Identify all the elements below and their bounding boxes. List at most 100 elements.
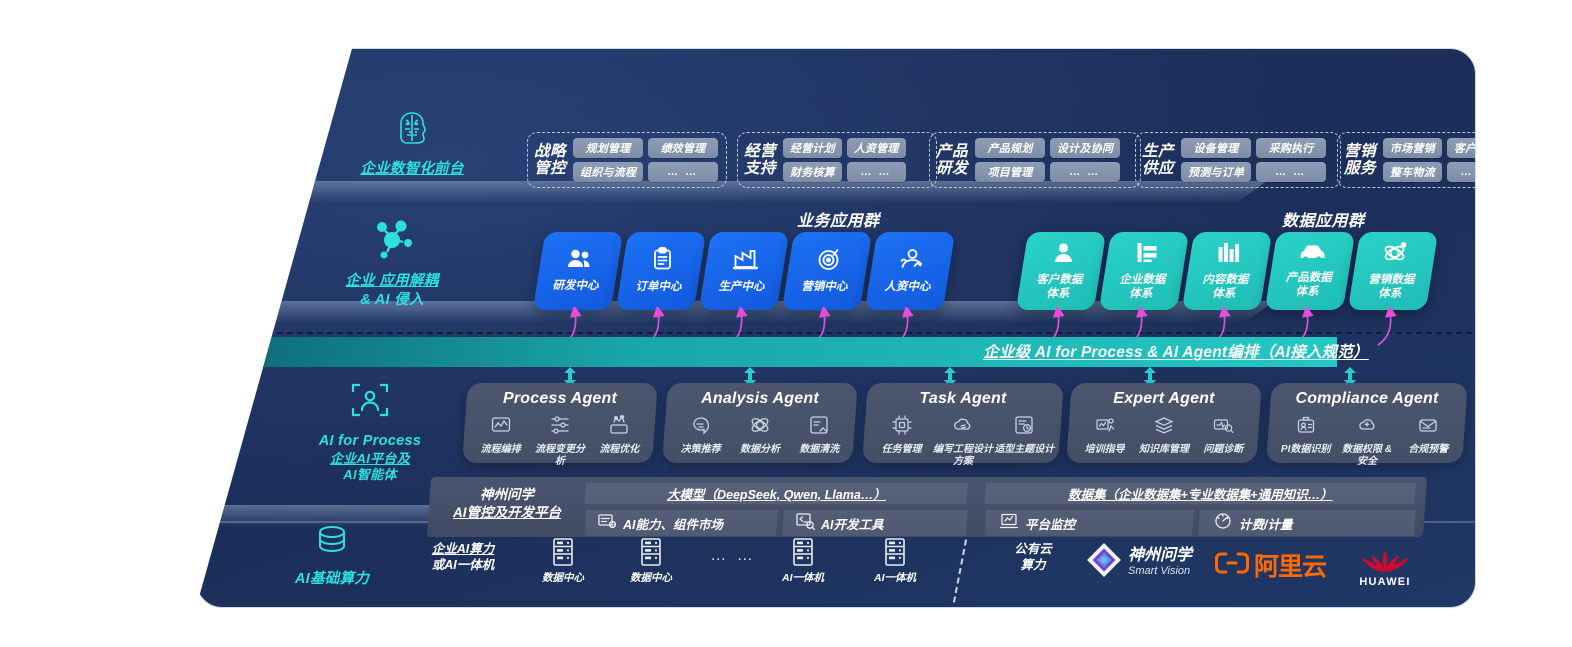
rail-label-aifp-3: AI智能体 bbox=[343, 467, 397, 483]
app-card-marketing-center[interactable]: 营销中心 bbox=[781, 232, 873, 310]
pill[interactable]: 设计及协同 bbox=[1050, 138, 1121, 158]
rail-app-decoupling: 企业 应用解耦 & AI 侵入 bbox=[297, 219, 487, 309]
app-card-order-center[interactable]: 订单中心 bbox=[615, 232, 707, 310]
pill[interactable]: 客户关系 bbox=[1446, 138, 1475, 158]
data-card-label-2: 体系 bbox=[1128, 287, 1152, 300]
platform-cell-billing[interactable]: 计费/计量 bbox=[1198, 510, 1416, 536]
agent-item[interactable]: 问题诊断 bbox=[1194, 414, 1253, 456]
person-scan-icon bbox=[275, 379, 465, 426]
infra-node-datacenter-1[interactable]: 数据中心 bbox=[527, 537, 599, 586]
app-card-hr-center[interactable]: 人资中心 bbox=[864, 232, 956, 310]
agent-item[interactable]: 培训指导 bbox=[1075, 414, 1134, 456]
top-group-title: 战略 管控 bbox=[534, 142, 567, 177]
pill[interactable]: 组织与流程 bbox=[573, 162, 644, 182]
top-group-title: 生产 供应 bbox=[1142, 142, 1175, 177]
agent-item[interactable]: 流程优化 bbox=[590, 414, 649, 456]
pill[interactable]: 规划管理 bbox=[573, 138, 644, 158]
orchestration-banner bbox=[197, 337, 1337, 367]
platform-cell-label: AI能力、组件市场 bbox=[623, 517, 724, 532]
agent-item[interactable]: 流程变更分析 bbox=[531, 414, 590, 467]
rail-label-decoupling-1: 企业 应用解耦 bbox=[345, 273, 439, 289]
mail-alert-icon bbox=[1417, 414, 1439, 441]
app-card-production-center[interactable]: 生产中心 bbox=[698, 232, 790, 310]
agent-item[interactable]: 编写工程设计方案 bbox=[933, 414, 994, 467]
pill[interactable]: … … bbox=[1050, 162, 1121, 182]
banner-to-agent-arrow bbox=[744, 367, 756, 387]
pill[interactable]: 经营计划 bbox=[783, 138, 842, 158]
pill[interactable]: … … bbox=[1256, 162, 1327, 182]
pill[interactable]: … … bbox=[648, 162, 719, 182]
data-card-product[interactable]: 产品数据 体系 bbox=[1264, 232, 1356, 310]
app-card-rd-center[interactable]: 研发中心 bbox=[532, 232, 624, 310]
platform-cell-dev-tool[interactable]: AI开发工具 bbox=[782, 510, 968, 536]
pill[interactable]: 人资管理 bbox=[846, 138, 906, 158]
agent-item[interactable]: 数据清洗 bbox=[790, 414, 849, 456]
pill[interactable]: … … bbox=[1446, 162, 1475, 182]
agent-item[interactable]: PI数据识别 bbox=[1275, 414, 1336, 456]
logo-huawei[interactable]: HUAWEI bbox=[1347, 541, 1423, 588]
agent-title: Task Agent bbox=[919, 390, 1007, 407]
clipboard-icon bbox=[651, 247, 673, 276]
top-group-operations[interactable]: 经营 支持 经营计划 人资管理 财务核算 … … bbox=[737, 132, 937, 188]
orchestration-banner-label: 企业级 AI for Process & AI Agent编排（AI接入规范） bbox=[983, 344, 1369, 361]
diagnose-icon bbox=[1212, 414, 1234, 441]
pill[interactable]: 预测与订单 bbox=[1181, 162, 1252, 182]
infra-node-label: 数据中心 bbox=[630, 572, 672, 584]
pill[interactable]: 产品规划 bbox=[975, 138, 1046, 158]
agent-card-analysis[interactable]: Analysis Agent 决策推荐 bbox=[662, 383, 858, 463]
infra-divider-dashed bbox=[952, 539, 968, 603]
agent-item[interactable]: 决策推荐 bbox=[671, 414, 730, 456]
agent-title: Process Agent bbox=[502, 390, 618, 407]
molecule-decouple-icon bbox=[297, 219, 487, 266]
infra-node-ellipsis: … … bbox=[693, 547, 773, 565]
platform-dataset-row[interactable]: 数据集（企业数据集+专业数据集+通用知识…） bbox=[984, 483, 1416, 504]
agent-item[interactable]: 知识库管理 bbox=[1135, 414, 1194, 456]
agent-card-expert[interactable]: Expert Agent 培训指导 bbox=[1066, 383, 1262, 463]
agent-item-label: 决策推荐 bbox=[680, 444, 721, 455]
agent-item-label: 任务管理 bbox=[881, 444, 922, 455]
logo-aliyun[interactable]: 阿里云 bbox=[1215, 547, 1327, 583]
agent-item[interactable]: 合规预警 bbox=[1398, 414, 1459, 456]
logo-smartvision[interactable]: 神州问学 Smart Vision bbox=[1087, 543, 1192, 582]
top-group-pills: 设备管理 采购执行 预测与订单 … … bbox=[1181, 138, 1327, 182]
app-card-label: 研发中心 bbox=[552, 280, 599, 293]
platform-cell-ai-marketplace[interactable]: AI能力、组件市场 bbox=[584, 510, 778, 536]
top-group-production-supply[interactable]: 生产 供应 设备管理 采购执行 预测与订单 … … bbox=[1135, 132, 1341, 188]
top-group-product-rd[interactable]: 产品 研发 产品规划 设计及协同 项目管理 … … bbox=[929, 132, 1141, 188]
rail-front-office: 企业数智化前台 bbox=[317, 109, 507, 179]
rail-ai-for-process: AI for Process 企业AI平台及 AI智能体 bbox=[275, 379, 465, 484]
data-card-marketing[interactable]: 营销数据 体系 bbox=[1347, 232, 1439, 310]
infra-node-datacenter-2[interactable]: 数据中心 bbox=[615, 537, 687, 586]
agent-title: Compliance Agent bbox=[1295, 390, 1439, 407]
agent-item[interactable]: 适型主题设计 bbox=[994, 414, 1055, 456]
data-card-customer[interactable]: 客户数据 体系 bbox=[1015, 232, 1107, 310]
agent-item[interactable]: 流程编排 bbox=[471, 414, 530, 456]
pill[interactable]: 项目管理 bbox=[975, 162, 1046, 182]
rail-label-aifp-2: 企业AI平台及 bbox=[329, 450, 411, 466]
agent-item-label: 合规预警 bbox=[1408, 444, 1449, 455]
flow-chart-icon bbox=[490, 414, 512, 441]
agent-title: Analysis Agent bbox=[701, 390, 819, 407]
pill[interactable]: … … bbox=[846, 162, 906, 182]
agent-card-compliance[interactable]: Compliance Agent PI数据识别 bbox=[1266, 383, 1468, 467]
data-card-content[interactable]: 内容数据 体系 bbox=[1181, 232, 1273, 310]
infra-node-ai-appliance-1[interactable]: AI一体机 bbox=[767, 537, 839, 586]
banner-to-agent-arrow bbox=[1344, 367, 1356, 387]
pill[interactable]: 采购执行 bbox=[1256, 138, 1327, 158]
agent-item[interactable]: 数据权限 & 安全 bbox=[1337, 414, 1398, 467]
data-card-enterprise[interactable]: 企业数据 体系 bbox=[1098, 232, 1190, 310]
agent-card-process[interactable]: Process Agent 流程编排 bbox=[462, 383, 658, 467]
pill[interactable]: 财务核算 bbox=[783, 162, 842, 182]
top-group-strategy[interactable]: 战略 管控 规划管理 绩效管理 组织与流程 … … bbox=[527, 132, 727, 188]
pill[interactable]: 设备管理 bbox=[1181, 138, 1252, 158]
agent-item[interactable]: 任务管理 bbox=[871, 414, 932, 456]
pill[interactable]: 绩效管理 bbox=[648, 138, 719, 158]
platform-llm-row[interactable]: 大模型（DeepSeek, Qwen, Llama…） bbox=[584, 483, 968, 504]
agent-card-task[interactable]: Task Agent 任务管理 bbox=[862, 383, 1064, 467]
platform-cell-monitoring[interactable]: 平台监控 bbox=[984, 510, 1194, 536]
agent-item[interactable]: 数据分析 bbox=[731, 414, 790, 456]
pill[interactable]: 整车物流 bbox=[1383, 162, 1442, 182]
infra-node-ai-appliance-2[interactable]: AI一体机 bbox=[859, 537, 931, 586]
pill[interactable]: 市场营销 bbox=[1383, 138, 1442, 158]
